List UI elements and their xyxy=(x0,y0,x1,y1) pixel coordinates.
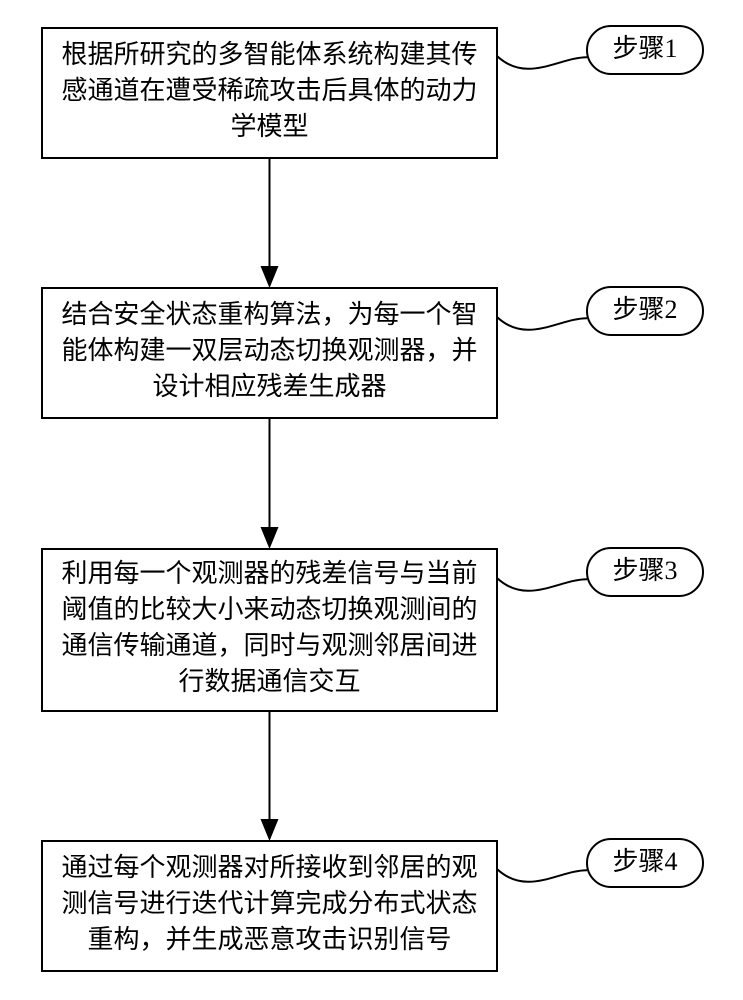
step3-box-text: 利用每一个观测器的残差信号与当前阈值的比较大小来动态切换观测间的通信传输通道，同… xyxy=(61,559,477,696)
arrow-2-head xyxy=(261,527,279,549)
step2-label-connector xyxy=(497,317,587,330)
step4-box-text: 通过每个观测器对所接收到邻居的观测信号进行迭代计算完成分布式状态重构，并生成恶意… xyxy=(61,853,477,954)
step3-label-text: 步骤3 xyxy=(612,556,677,585)
step1-label-text: 步骤1 xyxy=(612,34,677,63)
step2-label-text: 步骤2 xyxy=(612,295,677,324)
step4-label-connector xyxy=(497,869,587,882)
step4-label-text: 步骤4 xyxy=(612,847,677,876)
arrow-1-head xyxy=(261,266,279,288)
step1-label-connector xyxy=(497,56,587,69)
arrow-3-head xyxy=(261,819,279,841)
step2-box-text: 结合安全状态重构算法，为每一个智能体构建一双层动态切换观测器，并设计相应残差生成… xyxy=(61,300,477,401)
step1-box-text: 根据所研究的多智能体系统构建其传感通道在遭受稀疏攻击后具体的动力学模型 xyxy=(61,40,477,141)
step3-label-connector xyxy=(497,578,587,591)
